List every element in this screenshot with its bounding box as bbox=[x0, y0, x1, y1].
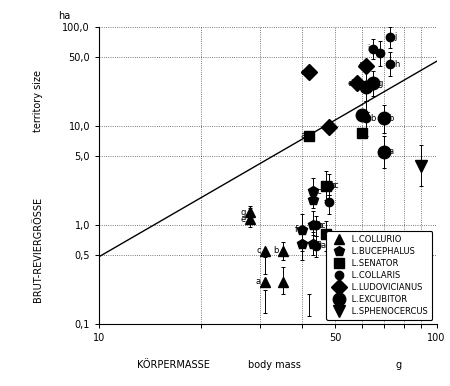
Text: body mass: body mass bbox=[248, 360, 301, 370]
Text: a: a bbox=[256, 277, 261, 286]
Text: j: j bbox=[395, 32, 397, 41]
Text: ha: ha bbox=[58, 11, 71, 21]
Text: g: g bbox=[396, 360, 402, 370]
Text: b: b bbox=[317, 221, 322, 230]
Text: b: b bbox=[330, 181, 335, 190]
Text: c: c bbox=[256, 246, 261, 256]
Text: e: e bbox=[371, 82, 376, 91]
Text: h: h bbox=[395, 60, 400, 69]
Text: KÖRPERMASSE: KÖRPERMASSE bbox=[137, 360, 210, 370]
Text: i: i bbox=[367, 44, 369, 54]
Text: f: f bbox=[359, 62, 362, 71]
Legend:  L.COLLURIO,  L.BUCEPHALUS,  L.SENATOR,  L.COLLARIS,  L.LUDOVICIANUS,  L.EXCUBIT: L.COLLURIO, L.BUCEPHALUS, L.SENATOR, L.C… bbox=[326, 231, 432, 320]
Text: g: g bbox=[240, 208, 246, 217]
Text: b: b bbox=[388, 114, 394, 123]
Text: territory size: territory size bbox=[33, 70, 43, 132]
Text: f: f bbox=[295, 225, 298, 234]
Text: e: e bbox=[240, 215, 246, 223]
Text: a: a bbox=[388, 147, 393, 156]
Text: d: d bbox=[347, 79, 352, 88]
Text: c: c bbox=[301, 68, 305, 77]
Text: BRUT-REVIERGRÖSSE: BRUT-REVIERGRÖSSE bbox=[33, 197, 43, 303]
Text: g: g bbox=[378, 79, 383, 88]
Text: c: c bbox=[320, 221, 325, 230]
Text: c: c bbox=[317, 187, 322, 196]
Text: a: a bbox=[320, 241, 325, 250]
Text: a: a bbox=[300, 131, 305, 140]
Text: a: a bbox=[317, 239, 322, 248]
Text: b: b bbox=[273, 246, 279, 256]
Text: b: b bbox=[371, 114, 376, 123]
Text: c: c bbox=[366, 110, 370, 119]
Text: c: c bbox=[333, 181, 338, 190]
